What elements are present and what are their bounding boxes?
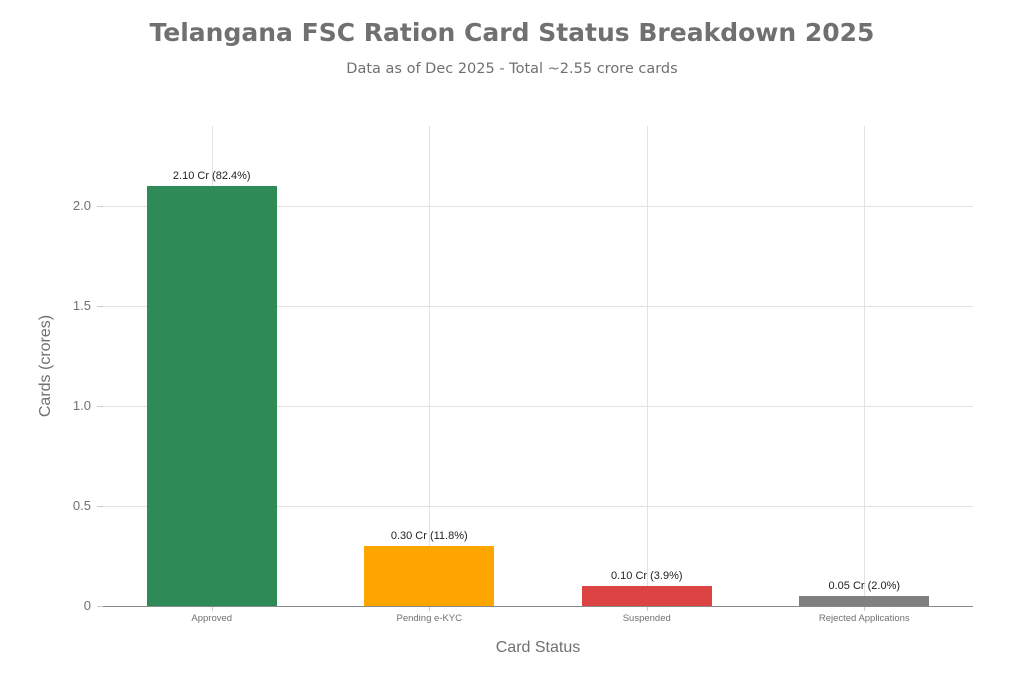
bar-data-label: 2.10 Cr (82.4%): [172, 170, 251, 182]
chart-title: Telangana FSC Ration Card Status Breakdo…: [149, 18, 875, 47]
bar-rejected-applications[interactable]: [799, 596, 930, 606]
gridline-horizontal: [103, 506, 973, 507]
y-tick-mark: [97, 306, 103, 307]
gridline-vertical: [646, 126, 648, 606]
bar-suspended[interactable]: [581, 586, 712, 606]
bar-approved[interactable]: [146, 186, 277, 606]
bar-data-label: 0.30 Cr (11.8%): [390, 530, 468, 542]
x-tick-mark: [211, 606, 213, 611]
gridline-horizontal: [103, 206, 973, 207]
y-tick-label: 0.5: [72, 498, 91, 513]
x-tick-mark: [646, 606, 648, 611]
x-tick-label: Pending e-KYC: [396, 613, 462, 624]
y-tick-mark: [97, 606, 103, 607]
gridline-vertical: [429, 126, 431, 606]
x-tick-label: Approved: [191, 613, 233, 624]
gridline-horizontal: [103, 406, 973, 407]
y-tick-label: 0: [83, 598, 91, 613]
bar-pending-e-kyc[interactable]: [364, 546, 495, 606]
plot-area: 2.10 Cr (82.4%) 0.30 Cr (11.8%) 0.10 Cr (3…: [103, 126, 973, 607]
bar-data-label: 0.05 Cr (2.0%): [828, 580, 901, 592]
gridline-vertical: [864, 126, 866, 606]
x-axis-label: Card Status: [495, 639, 581, 656]
y-tick-label: 1.5: [72, 298, 91, 313]
x-tick-mark: [429, 606, 431, 611]
x-tick-mark: [864, 606, 866, 611]
gridline-horizontal: [103, 306, 973, 307]
bar-data-label: 0.10 Cr (3.9%): [610, 570, 683, 582]
y-tick-mark: [97, 206, 103, 207]
y-tick-mark: [97, 406, 103, 407]
x-tick-label: Suspended: [622, 613, 671, 624]
y-tick-label: 1.0: [72, 398, 91, 413]
y-tick-mark: [97, 506, 103, 507]
x-tick-label: Rejected Applications: [818, 613, 910, 624]
x-axis-line: [103, 606, 973, 607]
chart-subtitle: Data as of Dec 2025 - Total ~2.55 crore …: [346, 61, 678, 77]
y-tick-label: 2.0: [72, 198, 91, 213]
